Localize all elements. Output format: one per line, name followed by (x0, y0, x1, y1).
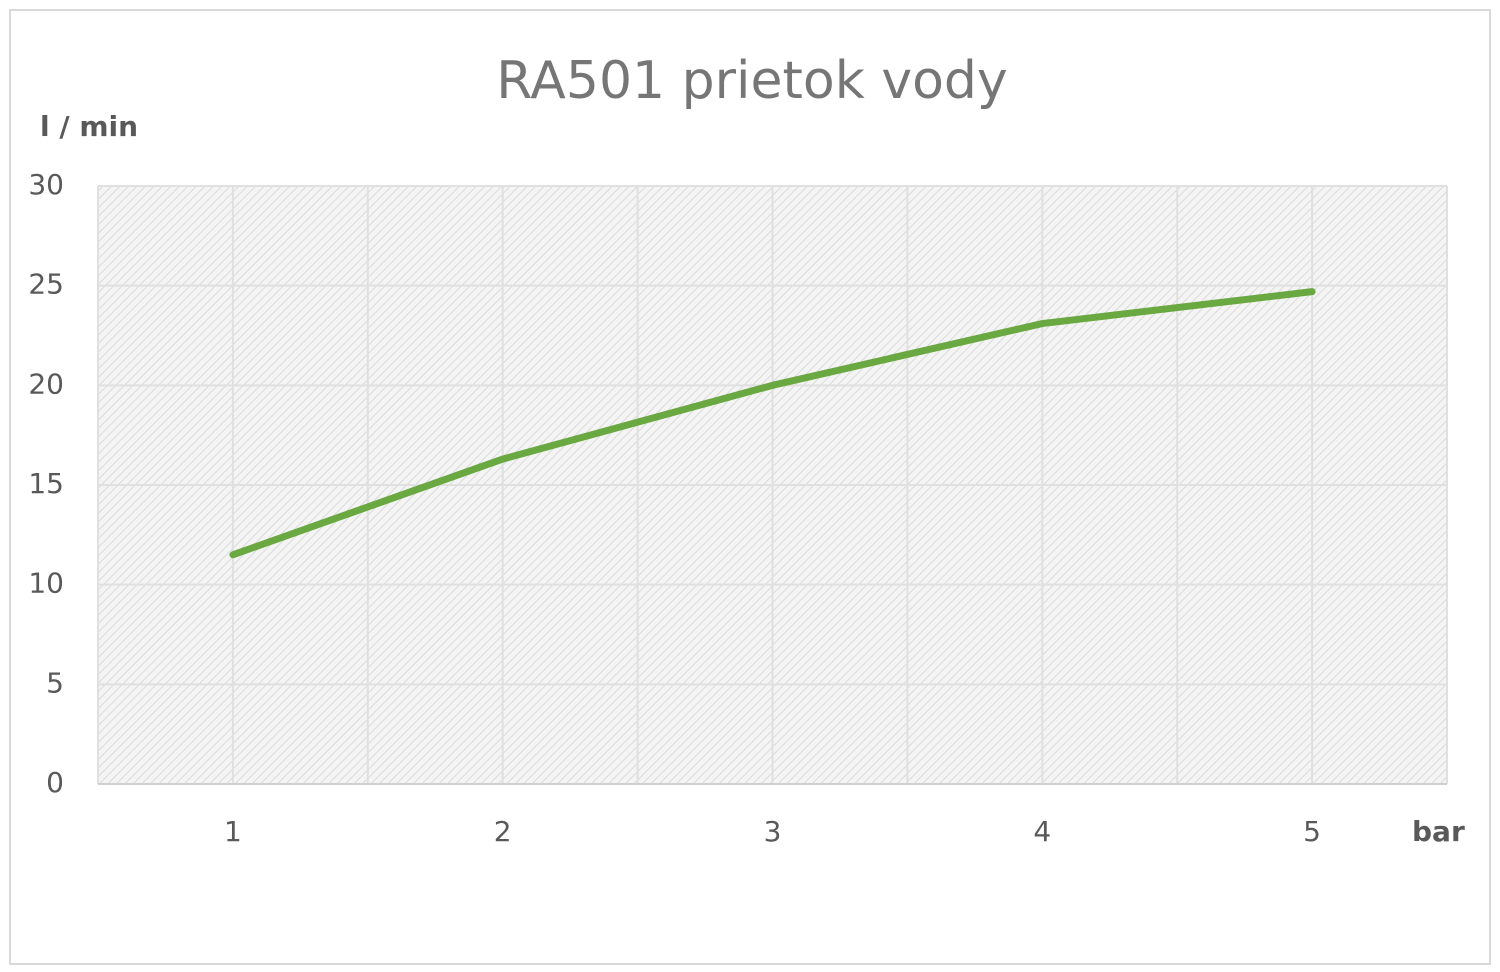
data-line (229, 288, 1316, 559)
chart-title: RA501 prietok vody (496, 51, 1007, 111)
y-tick-label: 25 (28, 268, 64, 301)
x-tick-label: 4 (1033, 815, 1051, 848)
x-tick-label: 1 (224, 815, 242, 848)
y-axis-label: l / min (40, 110, 138, 143)
x-tick-label: 2 (494, 815, 512, 848)
x-tick-label: 3 (764, 815, 782, 848)
y-tick-label: 0 (46, 766, 64, 799)
y-tick-label: 10 (28, 567, 64, 600)
y-tick-label: 30 (28, 168, 64, 201)
y-tick-label: 5 (46, 666, 64, 699)
y-tick-label: 15 (28, 467, 64, 500)
x-tick-label: 5 (1303, 815, 1321, 848)
x-axis-label: bar (1412, 815, 1465, 848)
y-tick-label: 20 (28, 367, 64, 400)
